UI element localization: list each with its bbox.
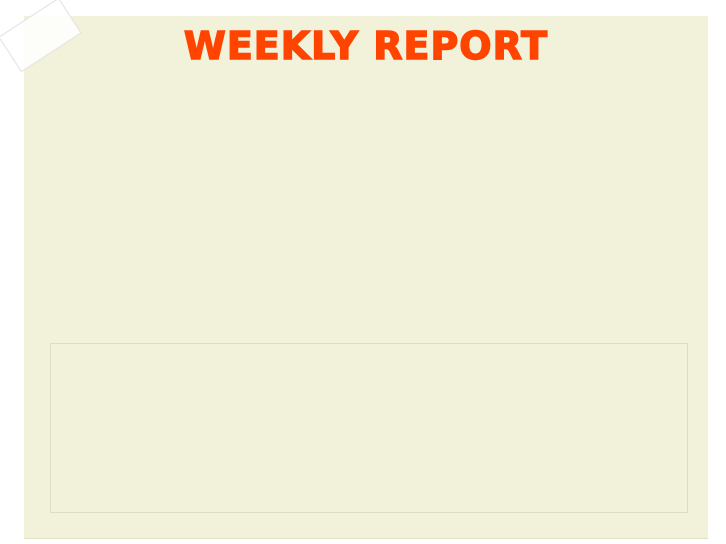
content-box (50, 343, 688, 513)
report-title: WEEKLY REPORT (183, 23, 549, 69)
